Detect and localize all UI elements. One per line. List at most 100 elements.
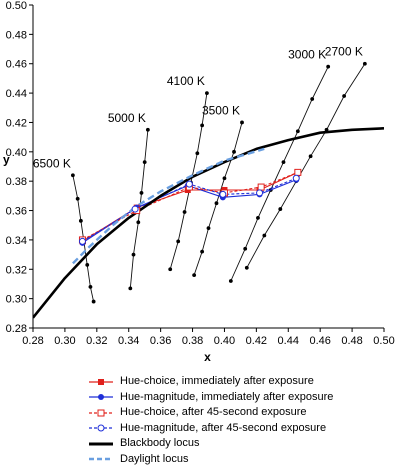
x-tick-label: 0.30	[54, 335, 75, 347]
series-line-blackbody-locus	[33, 127, 384, 319]
y-tick-label: 0.38	[6, 176, 27, 188]
legend-entry: Hue-magnitude, immediately after exposur…	[88, 390, 333, 406]
legend-swatch	[89, 424, 113, 432]
y-tick-label: 0.36	[6, 206, 27, 218]
data-point	[256, 189, 264, 197]
iso-point-6500k	[88, 284, 93, 289]
iso-point-6500k	[85, 262, 90, 267]
y-tick-label: 0.30	[6, 294, 27, 306]
iso-point-3000k	[256, 215, 260, 220]
y-tick-label: 0.34	[6, 235, 27, 247]
iso-point-3000k	[310, 97, 315, 101]
iso-point-3000k	[243, 246, 248, 251]
data-point	[131, 205, 139, 213]
y-tick-label: 0.28	[6, 323, 27, 335]
iso-point-3000k	[295, 129, 300, 134]
legend-swatch-marker	[98, 394, 104, 401]
x-tick-label: 0.34	[118, 335, 139, 347]
cct-label-3000k: 3000 K	[288, 48, 326, 62]
chromaticity-chart: 0.28 0.30 0.32 0.34 0.36 0.38 0.40 0.42 0.44 0.46…	[3, 0, 395, 364]
iso-point-6500k	[91, 299, 96, 304]
y-tick-label: 0.40	[6, 147, 27, 159]
y-tick-label: 0.50	[6, 0, 27, 12]
x-tick-label: 0.36	[150, 335, 171, 347]
iso-point-3500k	[206, 226, 211, 231]
y-tick-label: 0.44	[6, 88, 27, 100]
iso-point-4100k	[168, 267, 173, 272]
legend-label: Hue-choice, after 45-second exposure	[120, 406, 307, 418]
y-axis-label: y	[3, 153, 10, 167]
legend: Hue-choice, immediately after exposure Hu…	[88, 374, 333, 467]
y-tick-label: 0.42	[6, 117, 27, 129]
iso-point-5000k	[142, 160, 147, 164]
x-tick-label: 0.32	[86, 335, 107, 347]
x-tick-label: 0.50	[373, 335, 394, 347]
iso-point-3500k	[200, 249, 205, 254]
iso-point-5000k	[128, 286, 133, 291]
legend-entry: Hue-choice, immediately after exposure	[88, 374, 333, 390]
y-tick-label: 0.48	[6, 29, 27, 41]
iso-point-4100k	[200, 123, 205, 128]
legend-label: Hue-magnitude, after 45-second exposure	[120, 421, 327, 434]
iso-point-2700k	[262, 233, 267, 238]
x-tick-label: 0.48	[341, 335, 362, 347]
iso-point-6500k	[70, 173, 75, 178]
y-tick-label: 0.46	[6, 59, 27, 71]
legend-label: Daylight locus	[120, 452, 189, 465]
legend-swatch-marker	[97, 424, 105, 432]
cct-label-4100k: 4100 K	[167, 74, 205, 88]
iso-line-3000k	[230, 66, 329, 282]
iso-point-4100k	[205, 91, 209, 95]
x-tick-label: 0.40	[214, 335, 235, 347]
cct-label-5000k: 5000 K	[108, 111, 146, 125]
iso-point-5000k	[131, 252, 136, 257]
legend-label: Blackbody locus	[120, 437, 200, 449]
cct-label-3500k: 3500 K	[202, 103, 240, 117]
legend-swatch	[89, 442, 113, 446]
marker-layer	[78, 168, 302, 246]
iso-point-2700k	[362, 61, 367, 66]
cct-label-6500k: 6500 K	[33, 156, 71, 170]
x-tick-label: 0.46	[309, 335, 330, 347]
iso-line-2700k	[246, 63, 366, 269]
iso-point-6500k	[75, 196, 80, 201]
legend-swatch	[89, 458, 113, 461]
data-point	[78, 237, 86, 245]
legend-label: Hue-choice, immediately after exposure	[120, 375, 314, 387]
iso-point-3000k	[326, 64, 331, 69]
iso-point-4100k	[195, 151, 200, 156]
x-tick-label: 0.28	[22, 335, 43, 347]
legend-entry: Daylight locus	[88, 452, 333, 468]
iso-point-4100k	[182, 210, 187, 214]
data-point	[219, 190, 227, 198]
axes: 0.28 0.30 0.32 0.34 0.36 0.38 0.40 0.42 0.44 0.46…	[3, 0, 395, 364]
iso-point-4100k	[176, 239, 181, 244]
x-tick-label: 0.44	[278, 335, 299, 347]
iso-point-2700k	[342, 94, 347, 98]
data-point	[185, 180, 193, 188]
iso-point-2700k	[308, 154, 313, 159]
plot-area	[33, 61, 384, 319]
iso-point-3500k	[222, 176, 227, 181]
legend-label: Hue-magnitude, immediately after exposur…	[120, 390, 334, 403]
iso-point-3500k	[240, 120, 244, 125]
legend-swatch	[89, 378, 113, 385]
iso-point-5000k	[145, 127, 150, 132]
iso-point-6500k	[78, 218, 83, 223]
y-tick-label: 0.32	[6, 264, 27, 276]
iso-point-5000k	[139, 191, 144, 195]
data-point	[257, 183, 265, 191]
x-tick-label: 0.42	[246, 335, 267, 347]
iso-point-2700k	[278, 207, 283, 211]
iso-point-3000k	[281, 160, 286, 164]
iso-point-3500k	[232, 149, 236, 154]
iso-point-3000k	[228, 279, 233, 283]
series-line-hue-magnitude-immediately-after-exposure	[82, 179, 297, 244]
x-tick-label: 0.38	[182, 335, 203, 347]
iso-point-5000k	[136, 220, 141, 225]
legend-swatch	[89, 409, 113, 417]
x-axis-label: x	[204, 350, 211, 364]
series-line-daylight-locus	[72, 147, 265, 265]
legend-swatch-marker	[98, 378, 104, 385]
